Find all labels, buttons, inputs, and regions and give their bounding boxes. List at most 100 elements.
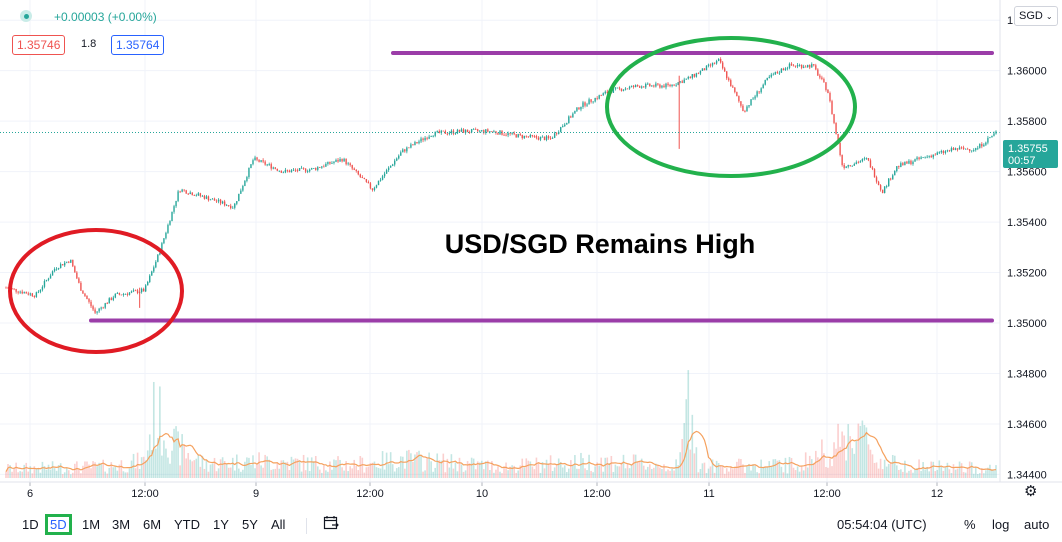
utc-clock[interactable]: 05:54:04 (UTC): [837, 517, 927, 532]
volume-bar: [764, 466, 767, 478]
ask-price-button[interactable]: 1.35764: [111, 35, 165, 55]
time-tick-label: 10: [476, 488, 488, 500]
volume-bar: [128, 468, 131, 478]
volume-bar: [450, 454, 453, 478]
range-1d-button[interactable]: 1D: [22, 517, 39, 532]
volume-bar: [72, 472, 74, 478]
time-tick-label: 12:00: [583, 488, 611, 500]
range-5y-button[interactable]: 5Y: [242, 517, 258, 532]
volume-bar: [926, 466, 928, 478]
candle-body: [926, 156, 928, 158]
volume-bar: [21, 471, 23, 478]
candle-body: [750, 99, 752, 106]
volume-bar: [211, 463, 214, 478]
candle-body: [456, 129, 459, 134]
range-ytd-button[interactable]: YTD: [174, 517, 200, 532]
volume-bar: [608, 463, 611, 478]
candle-body: [219, 199, 222, 204]
volume-bar: [74, 463, 76, 478]
volume-bar: [768, 461, 771, 478]
candle-body: [679, 81, 681, 83]
volume-bar: [102, 459, 104, 478]
volume-bar: [515, 472, 517, 478]
range-6m-button[interactable]: 6M: [143, 517, 162, 532]
gear-icon[interactable]: ⚙: [1024, 483, 1038, 500]
volume-bar: [742, 464, 744, 478]
volume-bar: [363, 472, 366, 478]
candle-body: [574, 110, 576, 114]
candle-body: [689, 76, 691, 78]
candle-body: [622, 89, 625, 91]
volume-bar: [661, 469, 663, 478]
candle-body: [51, 271, 54, 276]
candle-body: [906, 161, 908, 164]
volume-bar: [304, 470, 307, 478]
volume-bar: [35, 468, 38, 478]
percent-scale-button[interactable]: %: [964, 517, 976, 532]
range-all-button[interactable]: All: [271, 517, 286, 532]
candle-body: [45, 279, 48, 282]
volume-bar: [736, 461, 738, 478]
volume-bar: [861, 420, 864, 478]
volume-bar: [778, 460, 781, 478]
volume-bar: [675, 459, 677, 478]
volume-bar: [294, 458, 297, 478]
volume-bars: [5, 370, 997, 478]
volume-bar: [875, 462, 878, 478]
candle-body: [977, 147, 979, 149]
volume-bar: [565, 472, 568, 478]
candle-body: [752, 98, 754, 100]
candle-body: [928, 155, 930, 157]
candle-body: [829, 92, 831, 102]
volume-bar: [250, 465, 252, 478]
volume-bar: [972, 473, 975, 478]
calendar-range-icon[interactable]: [323, 515, 339, 534]
volume-bar: [96, 466, 98, 478]
volume-bar: [264, 454, 266, 478]
volume-bar: [391, 464, 394, 478]
candle-body: [29, 293, 31, 295]
volume-bar: [632, 454, 635, 478]
bid-price-button[interactable]: 1.35746: [12, 35, 66, 55]
candle-body: [624, 88, 627, 90]
candle-body: [400, 152, 402, 156]
range-5d-button[interactable]: 5D: [45, 514, 72, 535]
candle-body: [724, 68, 726, 72]
volume-bar: [683, 423, 686, 478]
candle-body: [730, 80, 732, 87]
candle-body: [130, 291, 133, 293]
volume-bar: [606, 457, 609, 478]
volume-bar: [290, 456, 293, 478]
candle-body: [509, 133, 511, 134]
volume-bar: [529, 461, 532, 478]
candle-body: [618, 87, 621, 89]
volume-bar: [402, 456, 404, 478]
candle-body: [177, 191, 179, 201]
volume-bar: [268, 459, 270, 478]
candle-body: [845, 166, 847, 168]
auto-scale-button[interactable]: auto: [1024, 517, 1050, 532]
volume-bar: [9, 465, 11, 478]
log-scale-button[interactable]: log: [992, 517, 1010, 532]
candle-body: [341, 159, 343, 162]
volume-bar: [920, 470, 922, 478]
candle-body: [811, 64, 813, 68]
range-3m-button[interactable]: 3M: [112, 517, 131, 532]
candle-body: [197, 193, 200, 196]
candle-body: [296, 170, 299, 172]
currency-dropdown[interactable]: SGD ⌄: [1014, 6, 1058, 26]
volume-bar: [438, 460, 441, 478]
range-1y-button[interactable]: 1Y: [213, 517, 229, 532]
volume-bar: [270, 469, 273, 478]
range-1m-button[interactable]: 1M: [82, 517, 101, 532]
volume-bar: [976, 473, 979, 478]
volume-bar: [404, 468, 406, 478]
candle-body: [313, 168, 315, 169]
candle-body: [993, 133, 995, 136]
volume-bar: [695, 447, 698, 478]
candle-body: [41, 286, 44, 290]
volume-bar: [201, 455, 204, 478]
candle-body: [946, 150, 949, 152]
volume-bar: [596, 462, 598, 478]
